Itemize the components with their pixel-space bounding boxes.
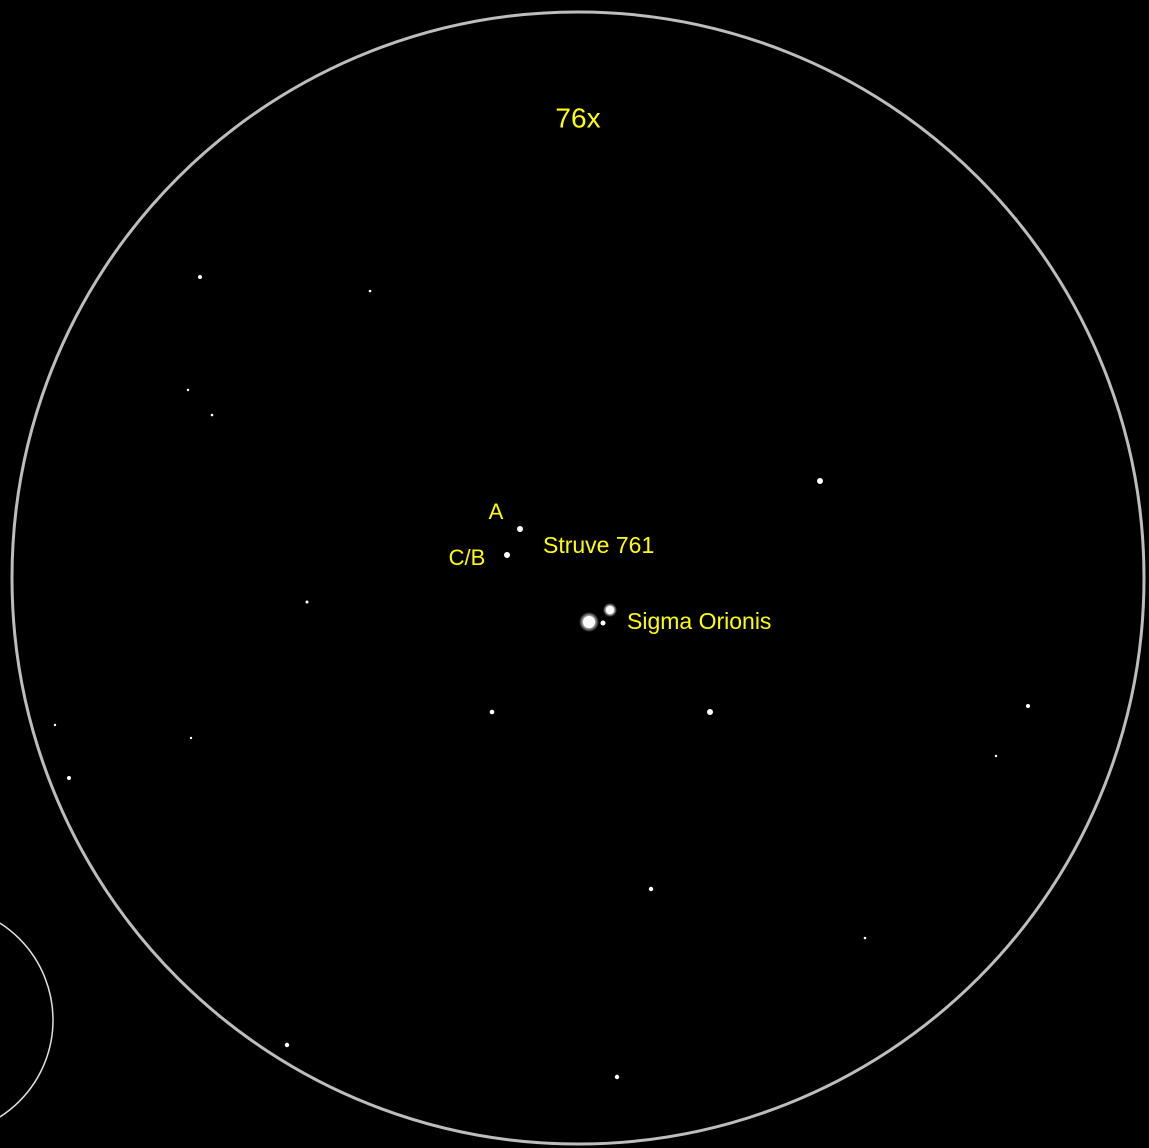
- star: [305, 600, 309, 604]
- magnification-label: 76x: [555, 102, 600, 133]
- star: [368, 289, 372, 293]
- star: [198, 275, 202, 279]
- field-of-view: [10, 10, 1146, 1146]
- star: [517, 526, 523, 532]
- star-label: Struve 761: [543, 532, 654, 558]
- star: [600, 620, 606, 626]
- star: [648, 886, 654, 892]
- star: [284, 1042, 290, 1048]
- star: [189, 736, 193, 740]
- star: [614, 1074, 620, 1080]
- star: [817, 478, 823, 484]
- stars: [53, 275, 1030, 1080]
- finder-circle: [0, 922, 54, 1118]
- star: [67, 776, 71, 780]
- star: [210, 413, 214, 417]
- star: [186, 388, 190, 392]
- star: [1026, 704, 1030, 708]
- star-label: A: [489, 499, 504, 524]
- star: [994, 754, 998, 758]
- star-label: C/B: [449, 545, 486, 570]
- star: [606, 606, 614, 614]
- star: [583, 616, 595, 628]
- star: [863, 936, 867, 940]
- star-label: Sigma Orionis: [627, 608, 771, 634]
- star: [53, 723, 57, 727]
- star: [707, 709, 713, 715]
- star: [504, 552, 510, 558]
- star: [489, 709, 495, 715]
